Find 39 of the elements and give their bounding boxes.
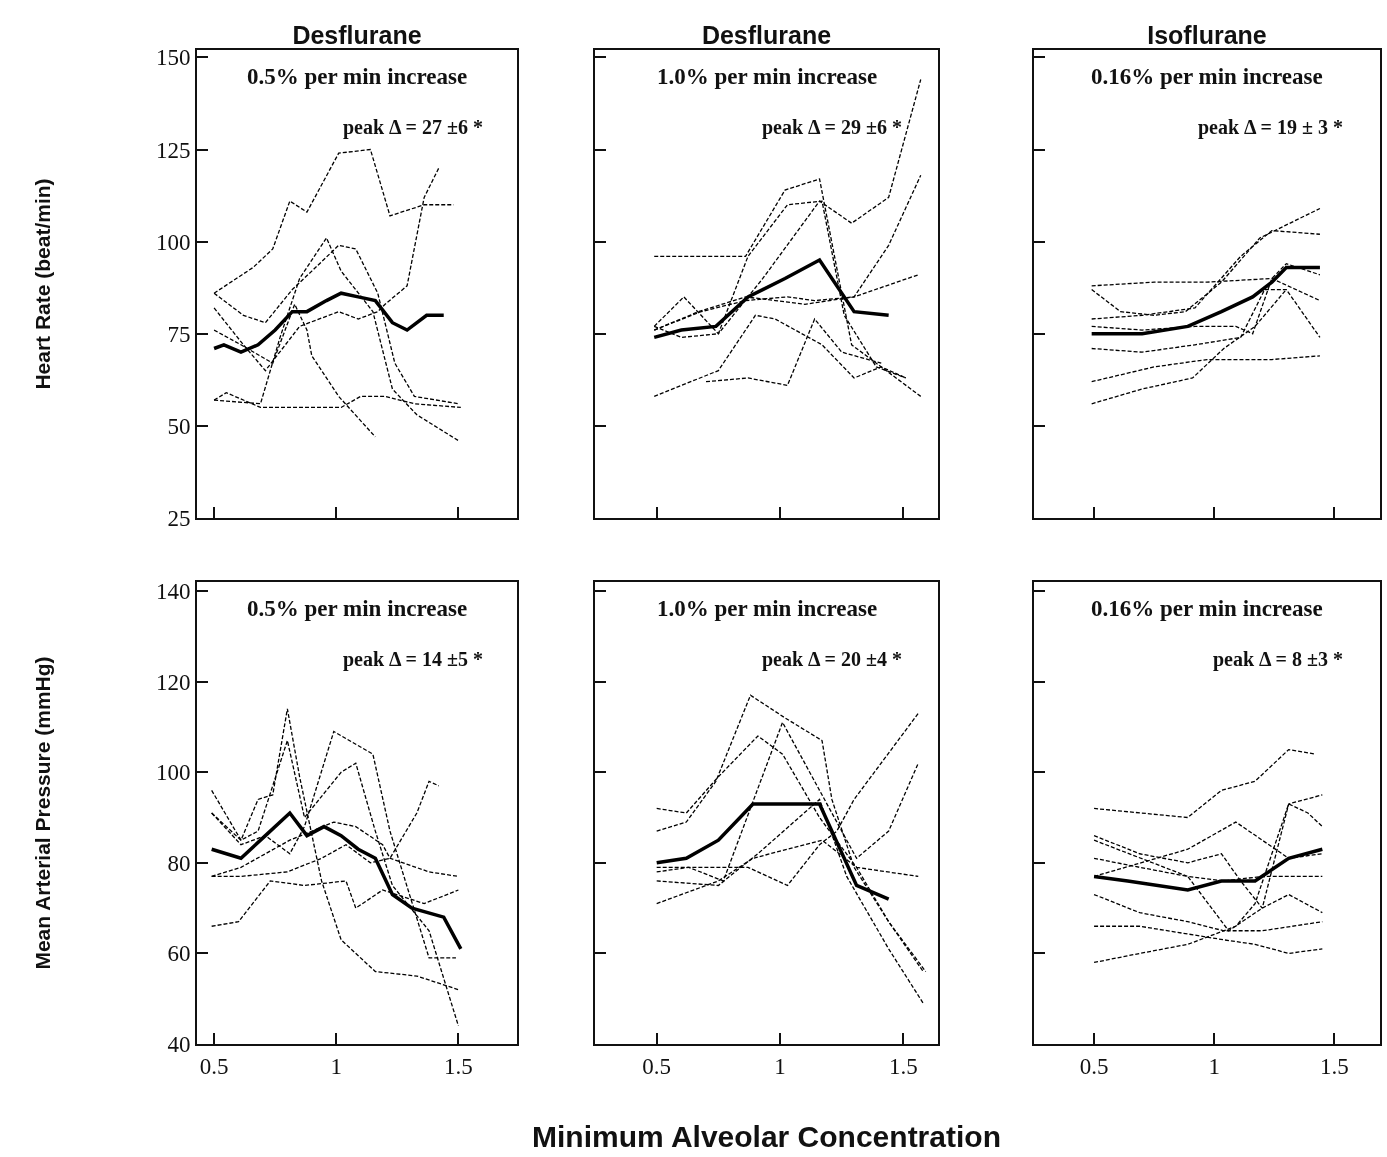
annotation: 0.5% per min increase [247, 64, 468, 89]
x-tick-label: 1.5 [1319, 1053, 1349, 1079]
chart-title: Desflurane [701, 21, 832, 49]
x-axis-title: Minimum Alveolar Concentration [532, 1119, 1001, 1153]
chart-title: Desflurane [292, 21, 422, 49]
x-tick-label: 0.5 [1079, 1053, 1109, 1079]
y-tick-label: 120 [155, 669, 191, 695]
y-tick-label: 40 [167, 1032, 191, 1058]
y-tick-label: 25 [167, 506, 191, 532]
y-tick-label: 100 [155, 760, 191, 786]
x-tick-label: 1 [1208, 1053, 1220, 1079]
annotation: 1.0% per min increase [657, 596, 878, 621]
y-tick-label: 60 [167, 941, 191, 967]
y-axis-title: Heart Rate (beat/min) [30, 178, 54, 390]
annotation: peak Δ = 14 ±5 * [343, 648, 483, 671]
x-tick-label: 1 [330, 1053, 342, 1079]
annotation: 0.16% per min increase [1091, 596, 1323, 621]
y-tick-label: 140 [155, 579, 191, 605]
y-tick-label: 80 [167, 850, 191, 876]
chart-title: Isoflurane [1147, 21, 1267, 49]
annotation: 0.16% per min increase [1091, 64, 1323, 89]
x-tick-label: 1 [774, 1053, 786, 1079]
annotation: peak Δ = 20 ±4 * [762, 648, 902, 671]
y-tick-label: 125 [155, 137, 191, 163]
annotation: peak Δ = 27 ±6 * [343, 116, 483, 139]
x-tick-label: 1.5 [443, 1053, 473, 1079]
y-tick-label: 150 [155, 45, 191, 71]
x-tick-label: 0.5 [199, 1053, 229, 1079]
x-tick-label: 0.5 [642, 1053, 672, 1079]
y-tick-label: 100 [155, 229, 191, 255]
y-axis-title: Mean Arterial Pressure (mmHg) [30, 656, 54, 970]
annotation: peak Δ = 19 ± 3 * [1198, 116, 1343, 139]
annotation: 0.5% per min increase [247, 596, 468, 621]
x-tick-label: 1.5 [889, 1053, 918, 1079]
annotation: peak Δ = 29 ±6 * [762, 116, 902, 139]
y-tick-label: 50 [167, 413, 191, 439]
annotation: 1.0% per min increase [657, 64, 878, 89]
y-tick-label: 75 [167, 321, 191, 347]
annotation: peak Δ = 8 ±3 * [1213, 648, 1343, 671]
